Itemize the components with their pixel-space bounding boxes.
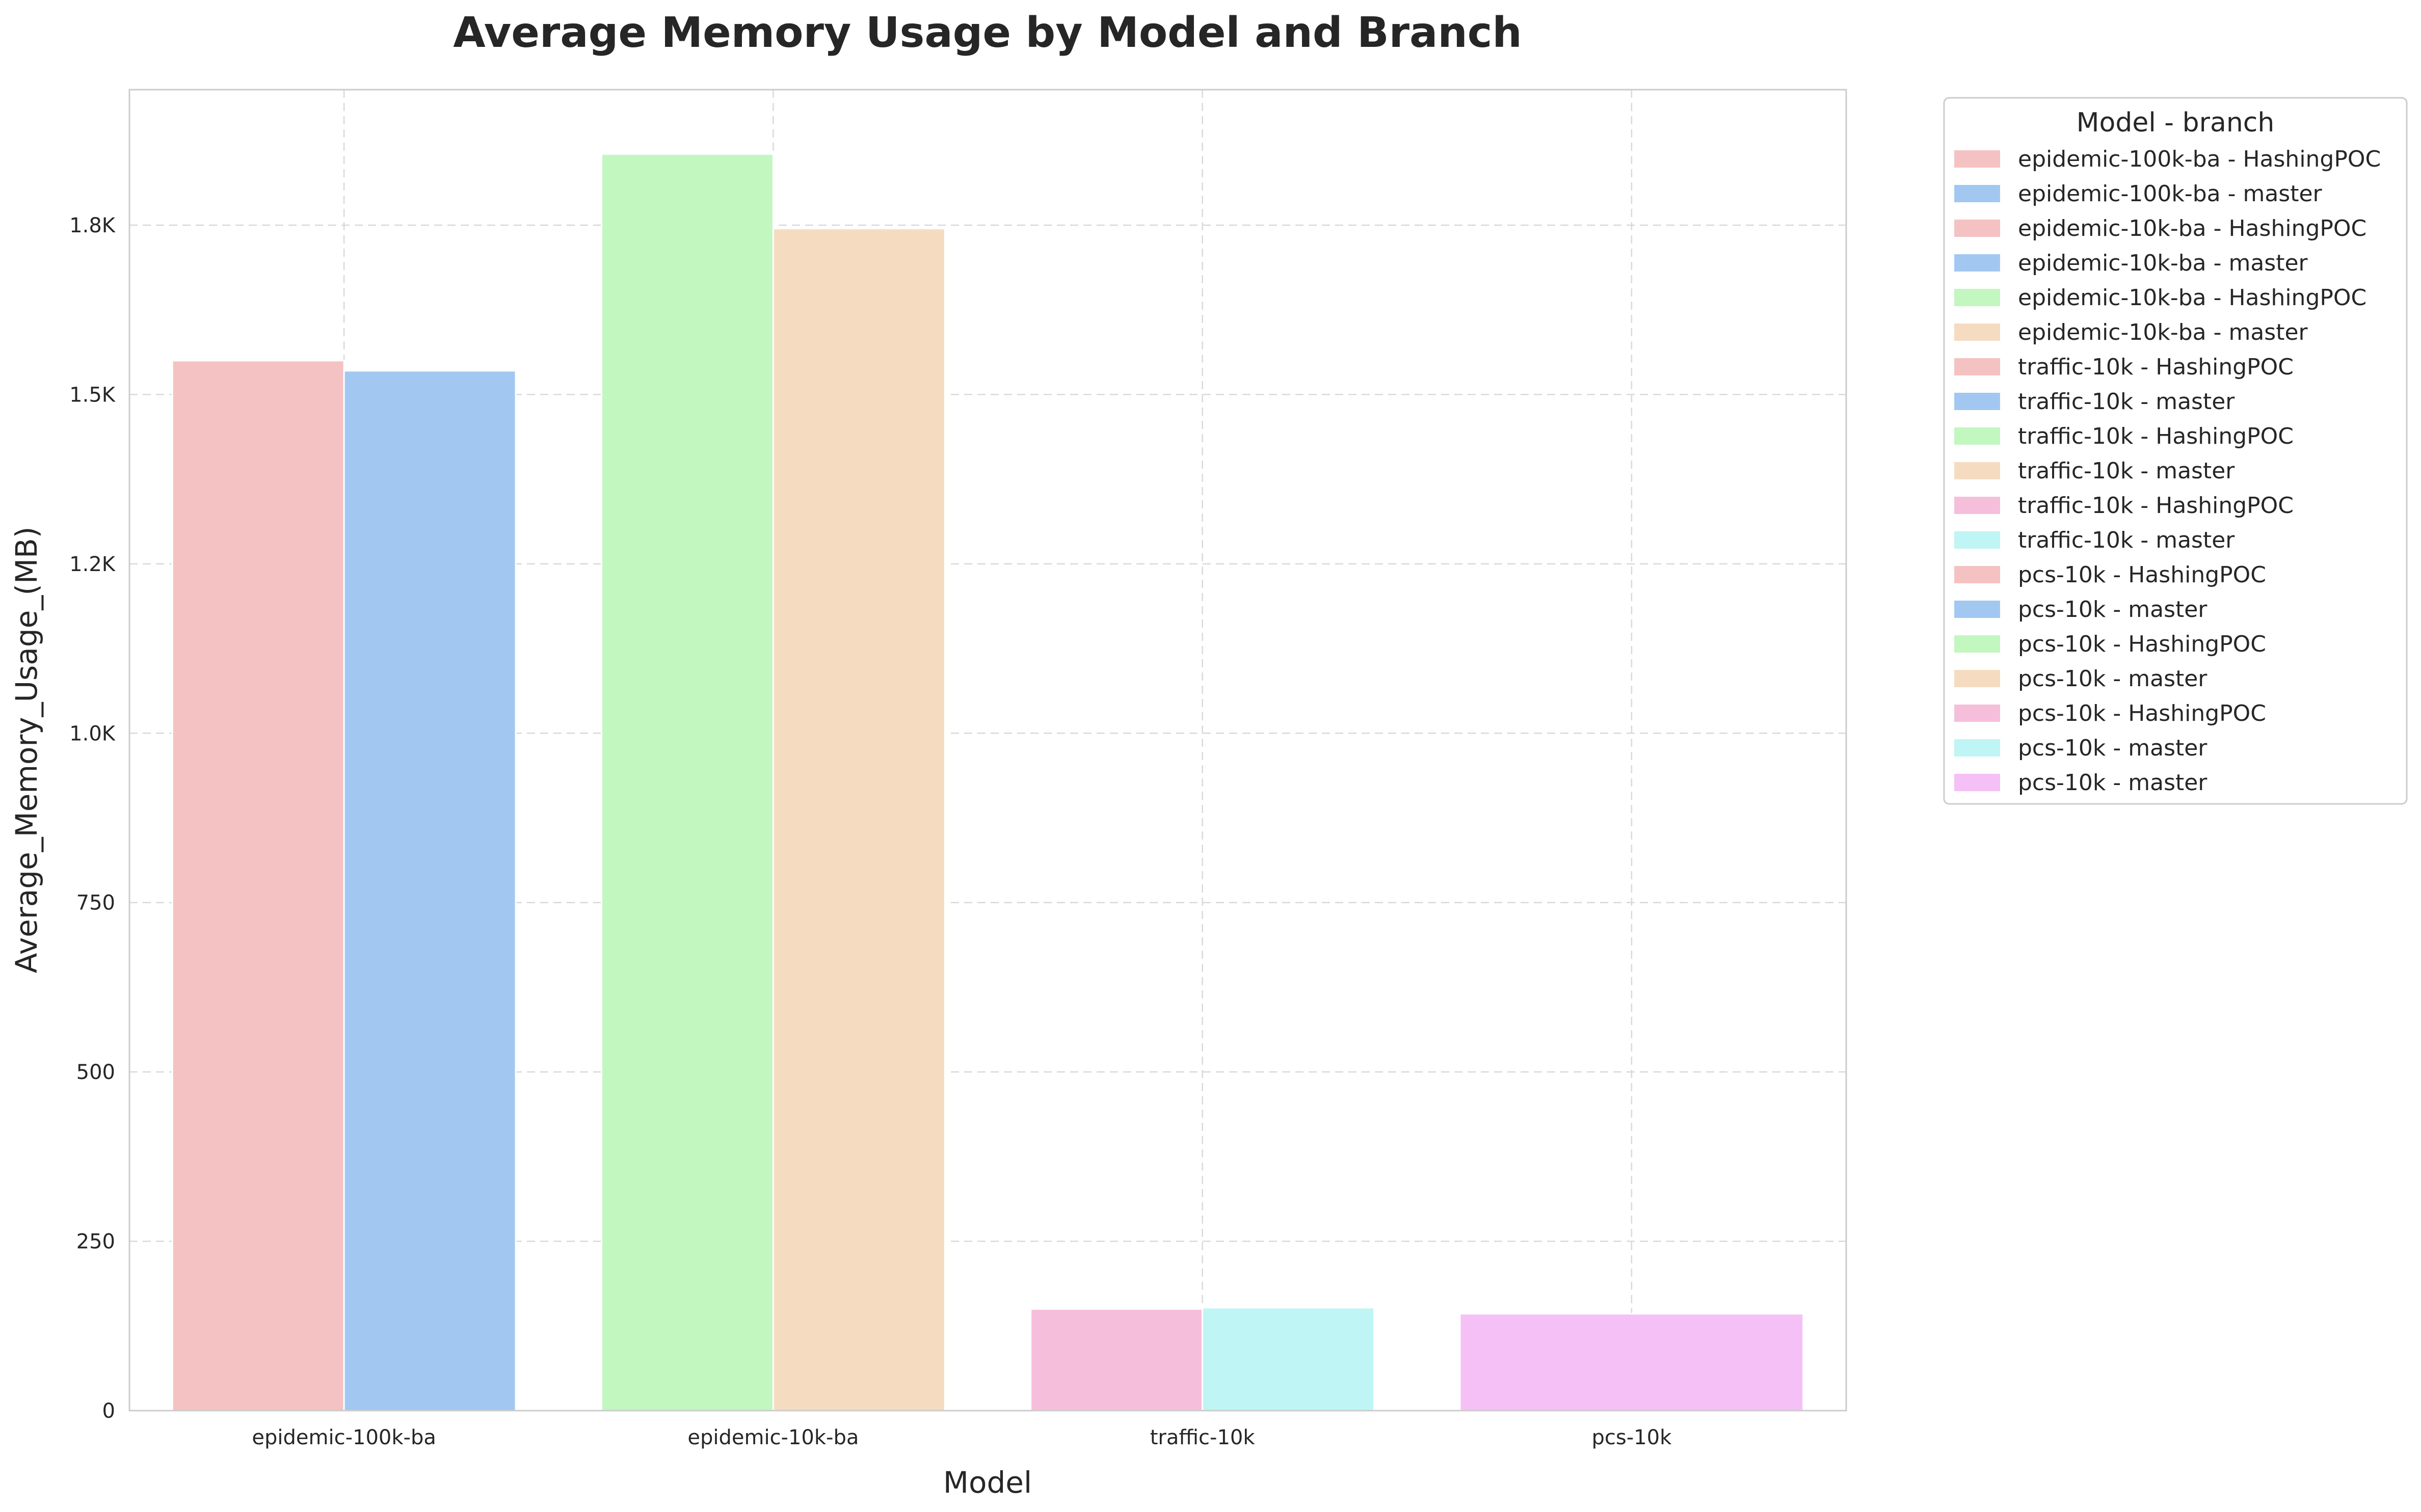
legend-swatch <box>1954 531 2000 549</box>
legend-swatch <box>1954 670 2000 687</box>
legend-swatch <box>1954 774 2000 791</box>
legend-label: pcs-10k - HashingPOC <box>2018 562 2266 588</box>
y-tick-label: 1.8K <box>69 214 116 237</box>
legend-label: pcs-10k - master <box>2018 735 2207 761</box>
legend-swatch <box>1954 323 2000 341</box>
legend-label: pcs-10k - master <box>2018 770 2207 796</box>
legend-swatch <box>1954 635 2000 653</box>
x-tick-label: epidemic-10k-ba <box>687 1426 859 1449</box>
legend-label: traffic-10k - HashingPOC <box>2018 493 2294 519</box>
y-tick-label: 0 <box>102 1399 115 1423</box>
legend-label: epidemic-10k-ba - HashingPOC <box>2018 285 2366 311</box>
legend-swatch <box>1954 289 2000 306</box>
legend-swatch <box>1954 566 2000 583</box>
legend-swatch <box>1954 393 2000 410</box>
y-ticks: 0 250 500 750 1.0K 1.2K 1.5K 1.8K <box>69 214 116 1423</box>
chart-title: Average Memory Usage by Model and Branch <box>453 9 1522 57</box>
y-tick-label: 1.0K <box>69 722 116 745</box>
legend-swatch <box>1954 497 2000 514</box>
legend-swatch <box>1954 150 2000 168</box>
legend-swatch <box>1954 254 2000 272</box>
legend-label: epidemic-10k-ba - HashingPOC <box>2018 215 2366 241</box>
legend-swatch <box>1954 185 2000 202</box>
legend-label: traffic-10k - HashingPOC <box>2018 354 2294 380</box>
x-ticks: epidemic-100k-ba epidemic-10k-ba traffic-1… <box>252 1426 1672 1449</box>
y-tick-label: 750 <box>76 892 115 915</box>
x-tick-label: pcs-10k <box>1592 1426 1672 1449</box>
y-tick-label: 250 <box>76 1230 115 1254</box>
legend-swatch <box>1954 220 2000 237</box>
legend-label: epidemic-100k-ba - HashingPOC <box>2018 146 2381 172</box>
legend-swatch <box>1954 427 2000 445</box>
legend-title: Model - branch <box>2077 107 2275 138</box>
legend: Model - branch epidemic-100k-ba - Hashin… <box>1943 97 2408 805</box>
y-tick-label: 1.2K <box>69 553 116 576</box>
bars <box>171 153 1804 1412</box>
legend-label: pcs-10k - HashingPOC <box>2018 700 2266 726</box>
plot-frame <box>128 89 1847 1412</box>
bar <box>1030 1308 1204 1412</box>
bar <box>1459 1313 1804 1412</box>
legend-label: traffic-10k - master <box>2018 458 2235 484</box>
bar <box>171 360 345 1412</box>
legend-box <box>1943 97 2408 805</box>
bar <box>1202 1307 1375 1412</box>
legend-label: pcs-10k - master <box>2018 597 2207 623</box>
legend-swatch <box>1954 705 2000 722</box>
legend-label: traffic-10k - master <box>2018 527 2235 553</box>
legend-label: traffic-10k - master <box>2018 389 2235 415</box>
legend-swatch <box>1954 358 2000 375</box>
legend-swatch <box>1954 601 2000 618</box>
bar <box>600 153 774 1412</box>
x-tick-label: traffic-10k <box>1150 1426 1256 1449</box>
y-axis-label: Average_Memory_Usage_(MB) <box>9 527 44 974</box>
y-tick-label: 1.5K <box>69 383 116 407</box>
legend-label: pcs-10k - HashingPOC <box>2018 631 2266 657</box>
legend-swatch <box>1954 739 2000 757</box>
legend-label: epidemic-100k-ba - master <box>2018 181 2323 207</box>
legend-swatch <box>1954 462 2000 479</box>
legend-label: traffic-10k - HashingPOC <box>2018 423 2294 449</box>
legend-label: pcs-10k - master <box>2018 666 2207 692</box>
legend-entries: epidemic-100k-ba - HashingPOC epidemic-10… <box>1954 146 2381 796</box>
bar <box>343 370 517 1412</box>
legend-label: epidemic-10k-ba - master <box>2018 250 2308 276</box>
x-axis-label: Model <box>943 1465 1032 1500</box>
bar <box>772 228 946 1412</box>
x-tick-label: epidemic-100k-ba <box>252 1426 436 1449</box>
legend-label: epidemic-10k-ba - master <box>2018 319 2308 345</box>
y-tick-label: 500 <box>76 1061 115 1084</box>
